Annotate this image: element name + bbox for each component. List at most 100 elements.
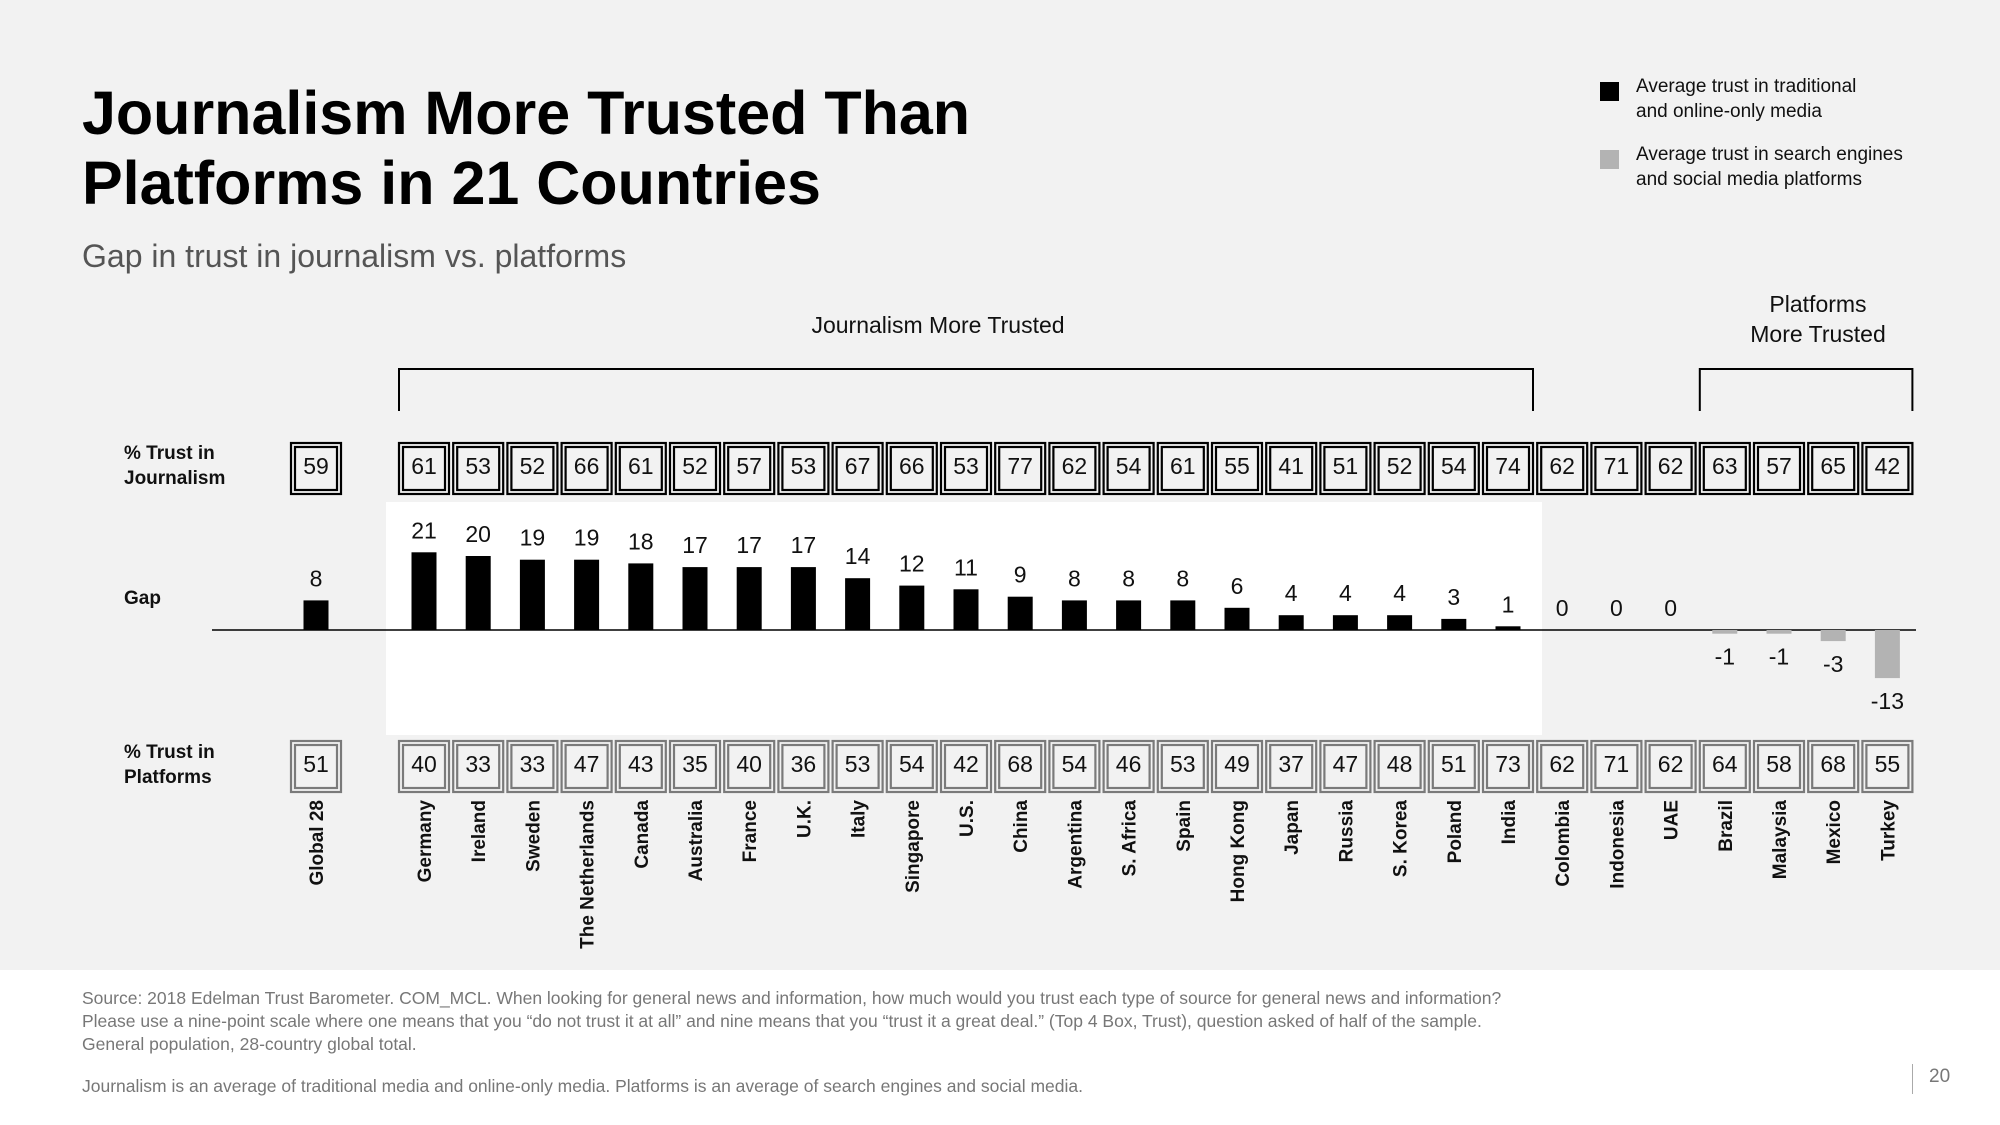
journalism-value: 57 [736,453,762,479]
platforms-value: 40 [411,751,437,777]
row-label-platforms: % Trust in Platforms [124,742,215,788]
journalism-box-inner [456,445,501,492]
platforms-value: 51 [303,751,329,777]
platforms-box [1102,739,1155,794]
journalism-box [289,441,343,496]
journalism-value: 53 [465,453,491,479]
journalism-box [1807,441,1860,496]
platforms-value: 46 [1116,751,1142,777]
platforms-box [777,739,830,794]
platforms-value: 33 [520,751,546,777]
journalism-box-inner [672,445,718,492]
platforms-box-inner [1756,743,1802,790]
journalism-value: 65 [1820,453,1846,479]
platforms-box-inner [998,743,1043,790]
page-title: Journalism More Trusted Than Platforms i… [82,79,971,217]
gap-label: 17 [791,532,817,558]
platforms-box [994,739,1047,794]
method-footnote: Journalism is an average of traditional … [82,1076,1083,1096]
category-label: UAE [1662,800,1683,840]
platforms-value: 58 [1766,751,1792,777]
platforms-value: 43 [628,751,654,777]
category-label: U.K. [794,800,815,838]
gap-bar [574,559,600,630]
platforms-value: 40 [736,751,762,777]
journalism-box-inner [1811,445,1856,492]
legend-item-journalism: Average trust in traditional and online-… [1598,74,1956,124]
gap-bar [953,589,979,630]
platforms-box [1156,739,1209,794]
platforms-box [885,739,938,794]
journalism-box-inner [889,445,934,492]
platforms-value: 35 [682,751,708,777]
group-label-platforms-more: Platforms More Trusted [1750,291,1886,347]
journalism-value: 41 [1278,453,1304,479]
row-label-journalism: % Trust in Journalism [124,443,225,489]
gap-bar [1874,630,1900,679]
platforms-box [1210,739,1264,794]
gap-label: 1 [1502,591,1515,617]
category-label: Singapore [903,800,924,893]
journalism-value: 52 [520,453,546,479]
platforms-box-inner [943,743,989,790]
gap-label: 8 [1122,565,1135,591]
gap-bar [519,559,545,630]
gap-label: 6 [1231,573,1244,599]
category-label: Spain [1174,800,1195,852]
gap-bar [1387,615,1413,630]
gap-label: 17 [682,532,708,558]
category-label: Canada [632,800,653,869]
category-label: Sweden [523,800,544,872]
journalism-value: 62 [1549,453,1575,479]
gap-bar [845,578,871,630]
gap-label: -3 [1823,651,1843,677]
journalism-value: 62 [1062,453,1088,479]
journalism-box-inner [510,445,555,492]
journalism-box-inner [1160,445,1205,492]
platforms-box [1590,739,1643,794]
legend-item-platforms: Average trust in search engines and soci… [1598,142,1956,192]
gap-bar [1495,626,1521,630]
journalism-box-inner [401,445,447,492]
gap-bar [465,556,491,630]
platforms-value: 54 [899,751,925,777]
platforms-value: 47 [1333,751,1359,777]
journalism-box-inner [1756,445,1802,492]
gap-label: 18 [628,528,654,554]
journalism-value: 61 [628,453,654,479]
journalism-value: 54 [1116,453,1142,479]
journalism-box-inner [564,445,609,492]
platforms-box-inner [1377,743,1422,790]
gap-label: -1 [1715,644,1735,670]
gap-bar [303,600,329,630]
platforms-box-inner [1269,743,1314,790]
category-label: Indonesia [1607,800,1628,889]
journalism-box [1698,441,1751,496]
platforms-value: 51 [1441,751,1467,777]
journalism-box [1319,441,1372,496]
journalism-value: 52 [682,453,708,479]
platforms-box-inner [835,743,880,790]
journalism-box-inner [293,445,339,492]
platforms-box [831,739,884,794]
platforms-box [1536,739,1589,794]
platforms-box [614,739,667,794]
category-label: Argentina [1065,800,1086,889]
gap-label: 12 [899,551,925,577]
journalism-value: 71 [1604,453,1630,479]
legend-label-platforms: Average trust in search engines and soci… [1636,144,1903,190]
bracket-platforms-more [1698,368,1914,411]
platforms-box-inner [672,743,718,790]
journalism-box [939,441,993,496]
journalism-box [1373,441,1426,496]
platforms-value: 37 [1278,751,1304,777]
platforms-box-inner [401,743,447,790]
platforms-value: 54 [1062,751,1088,777]
gap-bar [1116,600,1142,630]
journalism-value: 63 [1712,453,1738,479]
journalism-box [1048,441,1101,496]
platforms-value: 47 [574,751,600,777]
gap-bar [736,567,762,630]
page-subtitle: Gap in trust in journalism vs. platforms [82,238,627,274]
category-label: Malaysia [1770,800,1791,880]
